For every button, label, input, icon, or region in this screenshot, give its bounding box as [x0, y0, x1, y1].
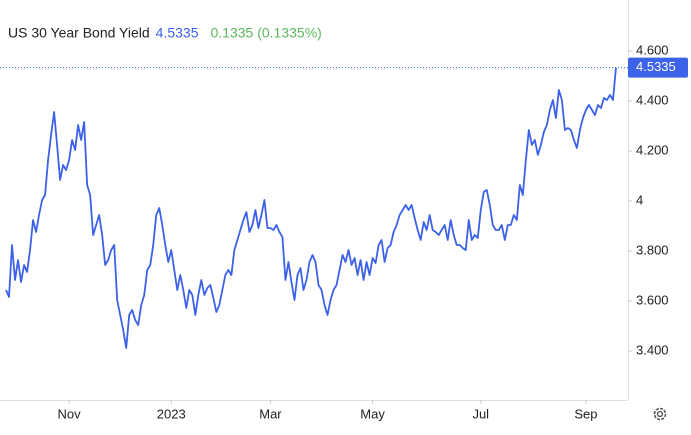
last-value-tag	[628, 57, 688, 78]
x-tick-label: Sep	[574, 406, 597, 421]
chart-title: US 30 Year Bond Yield	[8, 25, 150, 41]
last-value-tag-label: 4.5335	[636, 59, 676, 74]
x-tick-label: May	[360, 406, 385, 421]
x-tick-label: Nov	[58, 406, 82, 421]
y-tick-label: 3.800	[636, 242, 669, 257]
price-line	[5, 67, 617, 349]
y-tick-label: 4.600	[636, 42, 669, 57]
y-tick-label: 4.200	[636, 142, 669, 157]
y-tick-label: 4	[636, 192, 643, 207]
x-tick-label: Jul	[472, 406, 489, 421]
x-tick-label: Mar	[259, 406, 282, 421]
change: 0.1335 (0.1335%)	[211, 25, 322, 41]
x-tick-label: 2023	[157, 406, 186, 421]
last-value: 4.5335	[156, 25, 199, 41]
y-tick-label: 3.600	[636, 292, 669, 307]
settings-icon[interactable]	[653, 407, 667, 421]
y-tick-label: 4.400	[636, 92, 669, 107]
y-tick-label: 3.400	[636, 342, 669, 357]
